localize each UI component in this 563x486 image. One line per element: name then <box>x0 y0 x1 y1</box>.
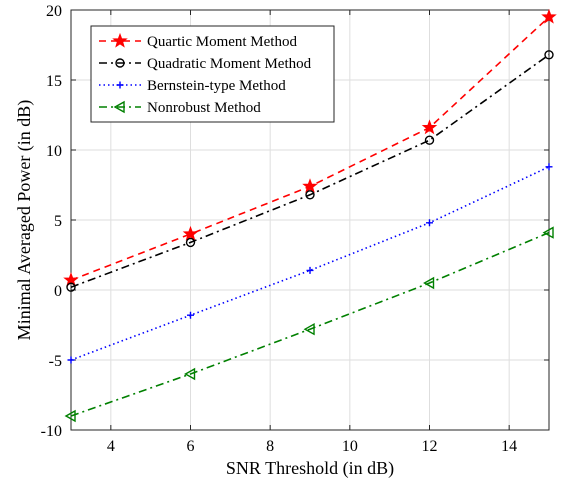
x-axis-label: SNR Threshold (in dB) <box>226 458 394 479</box>
data-point-quartic-moment-method <box>541 8 557 24</box>
legend-label: Quartic Moment Method <box>147 34 297 50</box>
series-line-bernstein-type-method <box>70 166 550 361</box>
legend-item: Bernstein-type Method <box>99 78 286 94</box>
data-point-quartic-moment-method <box>182 225 199 241</box>
data-point-quadratic-moment-method <box>424 135 435 145</box>
legend-marker-star <box>112 32 128 48</box>
y-tick-label: 5 <box>54 213 62 230</box>
data-point-quartic-moment-method <box>302 178 318 194</box>
x-tick-label: 10 <box>342 438 358 455</box>
y-tick-label: -5 <box>49 353 62 370</box>
legend-item: Quartic Moment Method <box>99 32 297 50</box>
series-quartic-moment-method <box>63 8 557 287</box>
legend: Quartic Moment Method Quadratic Moment Me… <box>90 25 335 123</box>
data-point-quadratic-moment-method <box>66 282 76 292</box>
axis-ticks: 4 6 8 10 12 14 -10 -5 0 5 10 15 20 <box>41 3 549 455</box>
series-quadratic-moment-method <box>66 50 554 292</box>
y-axis-label: Minimal Averaged Power (in dB) <box>14 100 35 341</box>
legend-marker-plus <box>116 81 124 89</box>
data-point-nonrobust-method <box>303 323 315 336</box>
x-tick-label: 8 <box>266 438 274 455</box>
data-point-quartic-moment-method <box>421 119 438 135</box>
data-point-bernstein-type-method <box>67 356 75 364</box>
data-point-nonrobust-method <box>64 409 76 423</box>
legend-marker-triangle-left <box>113 100 125 114</box>
data-point-bernstein-type-method <box>187 311 194 319</box>
series-line-nonrobust-method <box>70 231 550 417</box>
data-point-quadratic-moment-method <box>544 50 554 60</box>
legend-marker-circle <box>115 58 125 68</box>
data-point-bernstein-type-method <box>306 266 314 274</box>
x-tick-label: 14 <box>501 438 517 455</box>
legend-item: Quadratic Moment Method <box>99 56 312 72</box>
legend-label: Quadratic Moment Method <box>147 56 312 72</box>
series-nonrobust-method <box>64 226 554 423</box>
y-tick-label: 20 <box>46 3 62 20</box>
series-layer <box>63 8 557 423</box>
x-tick-label: 4 <box>107 438 115 455</box>
x-tick-label: 12 <box>422 438 438 455</box>
data-point-bernstein-type-method <box>426 219 433 227</box>
x-tick-label: 6 <box>187 438 195 455</box>
y-tick-label: 10 <box>46 143 62 160</box>
data-point-bernstein-type-method <box>545 163 553 171</box>
y-tick-label: 15 <box>46 73 62 90</box>
data-point-nonrobust-method <box>423 276 435 290</box>
series-bernstein-type-method <box>67 163 553 364</box>
data-point-nonrobust-method <box>542 226 554 239</box>
data-point-nonrobust-method <box>184 367 196 381</box>
data-point-quadratic-moment-method <box>305 190 315 200</box>
y-tick-label: -10 <box>41 423 62 440</box>
legend-label: Nonrobust Method <box>147 100 261 116</box>
legend-label: Bernstein-type Method <box>147 78 286 94</box>
data-point-quadratic-moment-method <box>185 237 196 248</box>
y-tick-label: 0 <box>54 283 62 300</box>
series-line-quadratic-moment-method <box>70 54 550 288</box>
legend-item: Nonrobust Method <box>99 100 261 116</box>
legend-box <box>90 25 335 123</box>
